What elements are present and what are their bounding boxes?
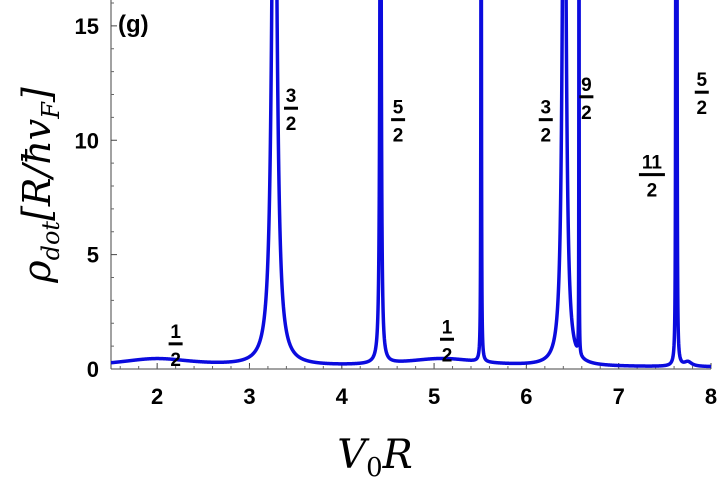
fraction-denominator: 2 — [540, 126, 551, 147]
x-tick-label: 6 — [520, 384, 532, 409]
series-line — [111, 0, 711, 369]
x-axis-title-rest: R — [382, 432, 413, 478]
fraction-denominator: 2 — [696, 98, 707, 119]
fraction-annotation: 12 — [440, 317, 454, 366]
y-axis-title-sub: dot — [37, 221, 65, 261]
fraction-denominator: 2 — [393, 126, 404, 147]
x-tick-label: 3 — [243, 384, 255, 409]
y-axis-title-rest: [R/ħv — [15, 118, 59, 221]
fraction-numerator: 5 — [393, 98, 404, 119]
fraction-denominator: 2 — [581, 103, 592, 124]
fraction-annotation: 112 — [638, 153, 665, 202]
x-axis-title-base: V — [337, 432, 370, 478]
fraction-annotation: 52 — [391, 98, 406, 147]
x-axis-title: V0R — [337, 432, 413, 483]
x-tick-label: 7 — [613, 384, 625, 409]
fraction-annotation: 92 — [579, 75, 594, 124]
fraction-annotation: 12 — [168, 322, 183, 371]
fraction-annotation: 32 — [538, 98, 553, 147]
fraction-denominator: 2 — [647, 181, 658, 202]
fraction-denominator: 2 — [170, 350, 181, 371]
y-tick-label: 5 — [87, 243, 99, 268]
y-tick-label: 0 — [87, 357, 99, 382]
fraction-denominator: 2 — [442, 345, 453, 366]
y-axis-title: ρdot[R/ħvF] — [15, 87, 65, 284]
fraction-numerator: 11 — [642, 153, 663, 174]
fraction-numerator: 1 — [170, 322, 181, 343]
x-axis-ticks: 2 3 4 5 6 7 8 — [119, 363, 717, 409]
fraction-numerator: 9 — [581, 75, 592, 96]
svg-text:V0R: V0R — [337, 432, 413, 483]
fraction-annotation: 32 — [284, 86, 298, 135]
x-tick-label: 8 — [705, 384, 717, 409]
fraction-numerator: 3 — [286, 86, 297, 107]
y-axis-title-sub2: F — [37, 101, 65, 120]
y-tick-label: 15 — [75, 14, 99, 39]
fraction-numerator: 1 — [442, 317, 453, 338]
y-axis-title-base: ρ — [15, 260, 59, 284]
y-axis-ticks: 0 5 10 15 — [75, 2, 117, 382]
panel-label: (g) — [118, 11, 149, 38]
svg-text:ρdot[R/ħvF]: ρdot[R/ħvF] — [15, 87, 65, 284]
x-tick-label: 4 — [336, 384, 349, 409]
y-axis-title-close: ] — [15, 87, 59, 103]
y-tick-label: 10 — [75, 128, 99, 153]
x-tick-label: 5 — [428, 384, 440, 409]
fraction-numerator: 3 — [540, 98, 551, 119]
fraction-denominator: 2 — [286, 114, 297, 135]
plot-frame — [110, 0, 711, 370]
fraction-annotation: 52 — [694, 70, 709, 119]
x-axis-title-sub: 0 — [366, 453, 383, 483]
x-tick-label: 2 — [151, 384, 163, 409]
fraction-numerator: 5 — [696, 70, 707, 91]
